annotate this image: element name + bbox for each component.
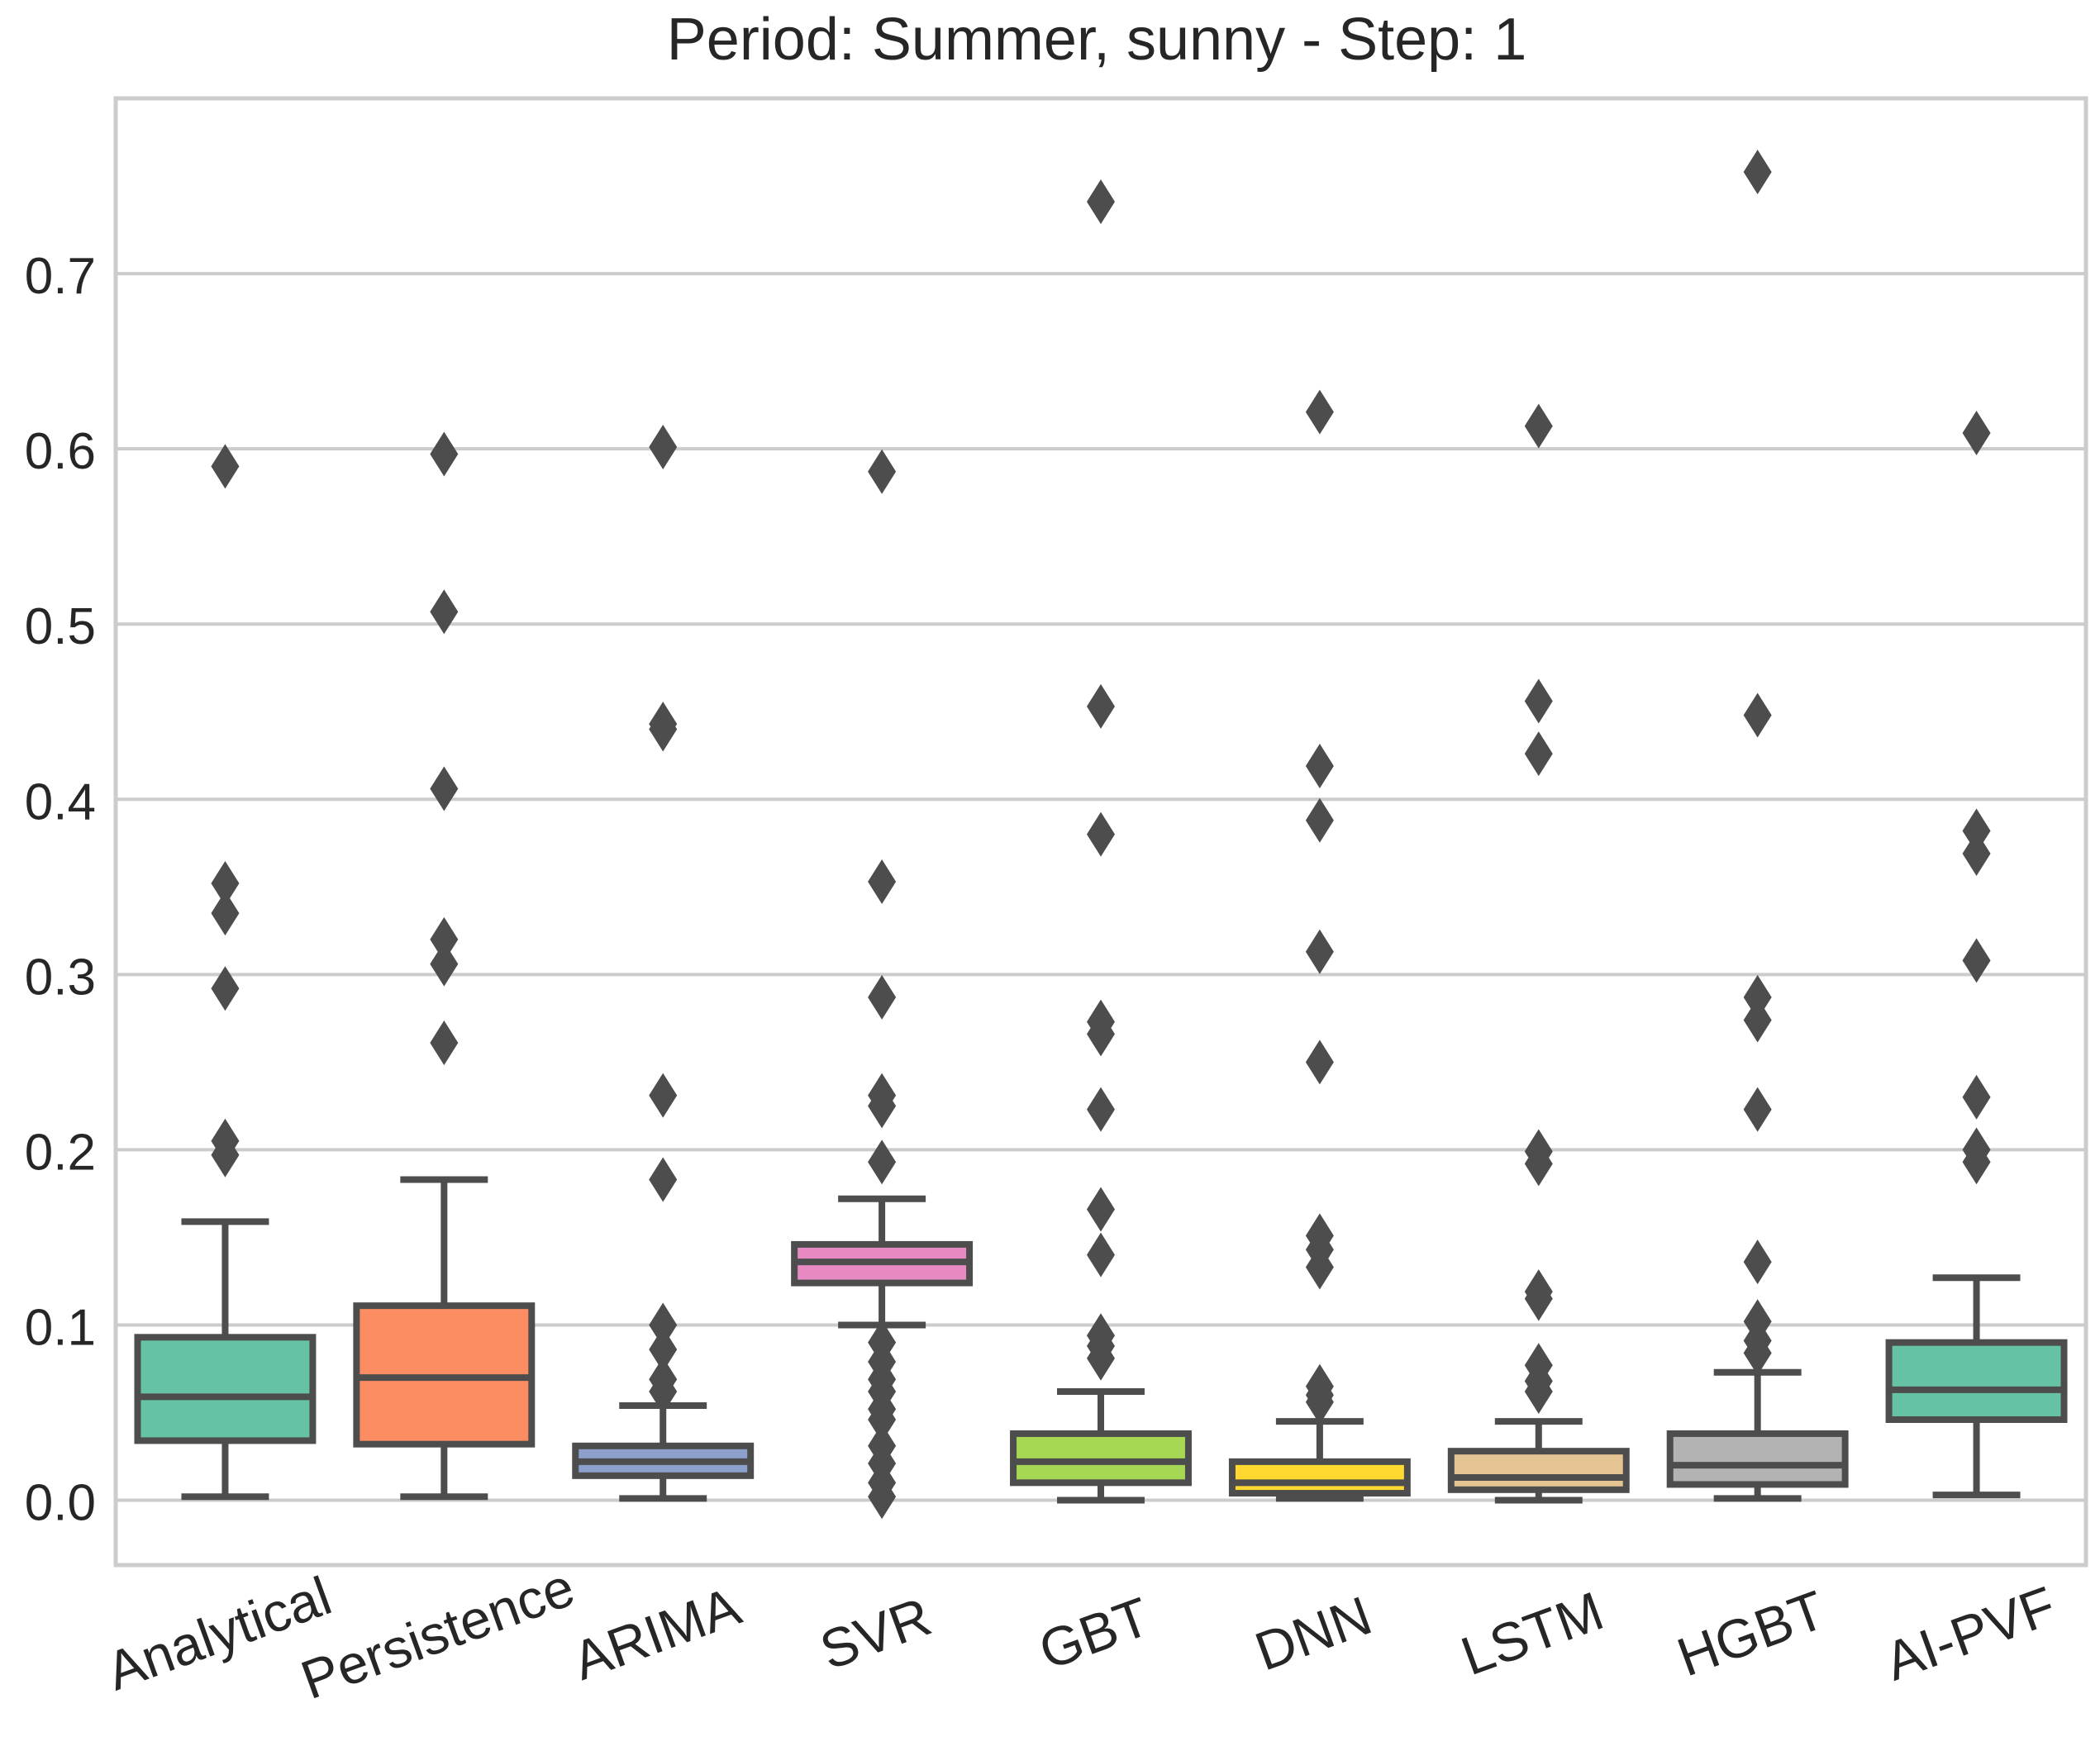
outlier-marker [1743, 997, 1772, 1043]
outlier-marker [1524, 678, 1553, 724]
outlier-marker [1962, 808, 1991, 854]
outlier-marker [649, 1327, 678, 1373]
x-tick-label: LSTM [1454, 1580, 1612, 1687]
box-group-hgbt [1666, 150, 1849, 1502]
box-group-svr [791, 449, 974, 1520]
outlier-marker [1087, 811, 1115, 857]
outlier-marker [1524, 403, 1553, 449]
outlier-marker [1087, 1087, 1115, 1132]
outlier-marker [1087, 1232, 1115, 1278]
outlier-marker [1962, 831, 1991, 877]
outlier-marker [211, 966, 240, 1011]
outlier-marker [1087, 683, 1115, 729]
outlier-marker [649, 425, 678, 470]
x-tick-label: AI-PVF [1877, 1574, 2063, 1692]
outlier-marker [1743, 974, 1772, 1020]
y-tick-label: 0.2 [25, 1124, 96, 1181]
box-group-analytical [134, 444, 317, 1501]
outlier-marker [649, 1369, 678, 1415]
iqr-box [1447, 1448, 1630, 1493]
x-tick-label: DNN [1247, 1584, 1379, 1682]
outlier-marker [1305, 1244, 1334, 1290]
outlier-marker [868, 1140, 897, 1185]
x-tick-label: HGBT [1669, 1578, 1833, 1687]
outlier-marker [1305, 1379, 1334, 1425]
box-group-arima [572, 425, 755, 1502]
outlier-marker [649, 1157, 678, 1202]
outlier-marker [1305, 929, 1334, 974]
x-tick-label: Persistence [293, 1556, 582, 1711]
outlier-marker [430, 916, 459, 962]
box-group-persistence [353, 431, 536, 1501]
outlier-marker [649, 707, 678, 752]
iqr-box [1885, 1339, 2068, 1423]
outlier-marker [1305, 797, 1334, 843]
y-tick-label: 0.3 [25, 949, 96, 1006]
y-tick-label: 0.4 [25, 773, 96, 830]
outlier-marker [868, 1474, 897, 1520]
boxes-layer [134, 150, 2068, 1520]
y-tick-labels: 0.0 0.1 0.2 0.3 0.4 0.5 0.6 0.7 [25, 248, 96, 1531]
outlier-marker [1743, 1330, 1772, 1376]
y-tick-label: 0.7 [25, 248, 96, 305]
outlier-marker [868, 1083, 897, 1129]
outlier-marker [649, 1073, 678, 1118]
y-tick-label: 0.6 [25, 423, 96, 480]
iqr-box [1228, 1458, 1411, 1497]
plot-frame [113, 96, 2088, 1568]
outlier-marker [1524, 1369, 1553, 1415]
box-group-gbt [1010, 179, 1192, 1504]
x-tick-label: GBT [1031, 1585, 1158, 1681]
outlier-marker [1743, 150, 1772, 195]
x-tick-label: ARIMA [564, 1575, 748, 1692]
outlier-marker [1087, 1187, 1115, 1232]
outlier-marker [1743, 692, 1772, 738]
outlier-marker [430, 766, 459, 811]
outlier-marker [211, 1132, 240, 1178]
outlier-marker [1305, 1040, 1334, 1085]
outlier-marker [1087, 1011, 1115, 1057]
y-tick-label: 0.0 [25, 1475, 96, 1532]
outlier-marker [1743, 1087, 1772, 1132]
outlier-marker [1962, 938, 1991, 983]
outlier-marker [211, 891, 240, 936]
outlier-marker [211, 861, 240, 906]
outlier-marker [649, 1302, 678, 1348]
box-group-dnn [1228, 389, 1411, 1502]
iqr-box [1010, 1430, 1192, 1487]
outlier-marker [868, 1397, 897, 1442]
outlier-marker [1962, 1074, 1991, 1120]
iqr-box [134, 1334, 317, 1444]
outlier-marker [211, 444, 240, 489]
outlier-marker [868, 974, 897, 1020]
outlier-marker [1305, 743, 1334, 788]
y-tick-label: 0.5 [25, 598, 96, 655]
outlier-marker [430, 941, 459, 987]
box-group-ai-pvf [1885, 411, 2068, 1499]
outlier-marker [1524, 1141, 1553, 1187]
box-group-lstm [1447, 403, 1630, 1504]
outlier-marker [430, 431, 459, 477]
outlier-marker [1962, 1140, 1991, 1185]
y-tick-label: 0.1 [25, 1299, 96, 1356]
outlier-marker [1962, 411, 1991, 456]
outlier-marker [430, 1021, 459, 1066]
outlier-marker [430, 589, 459, 635]
outlier-marker [868, 859, 897, 904]
chart-title: Period: Summer, sunny - Step: 1 [667, 7, 1526, 73]
x-tick-label: SVR [812, 1585, 939, 1681]
outlier-marker [1087, 179, 1115, 225]
iqr-box [1666, 1430, 1849, 1488]
outlier-marker [868, 449, 897, 494]
outlier-marker [1524, 1276, 1553, 1321]
outlier-marker [1087, 1335, 1115, 1381]
outlier-marker [1743, 1239, 1772, 1285]
outlier-marker [1524, 731, 1553, 777]
outlier-marker [1305, 389, 1334, 435]
